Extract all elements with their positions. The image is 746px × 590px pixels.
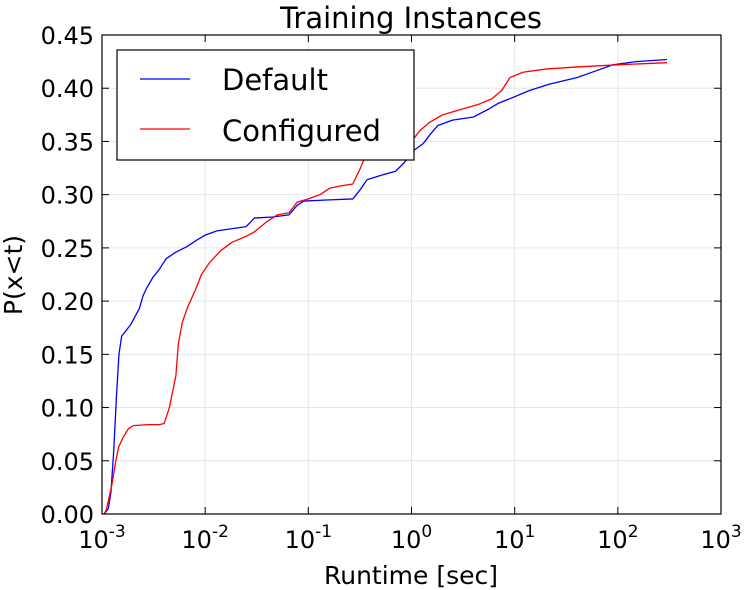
series-line-configured (103, 62, 668, 515)
y-tick-label: 0.40 (41, 75, 94, 103)
y-tick-label: 0.35 (41, 128, 94, 156)
y-tick-labels: 0.00 0.05 0.10 0.15 0.20 0.25 0.30 0.35 0.40 0.45 (41, 22, 94, 529)
x-tick-label: 103 (700, 522, 741, 554)
x-axis-label: Runtime [sec] (324, 561, 498, 590)
x-tick-label: 10-3 (78, 522, 126, 554)
y-tick-label: 0.20 (41, 288, 94, 316)
legend-label-default: Default (222, 63, 328, 97)
x-tick-labels: 10-3 10-2 10-1 100 101 102 103 (78, 522, 741, 554)
y-tick-label: 0.15 (41, 341, 94, 369)
series-line-default (103, 58, 668, 515)
y-tick-label: 0.10 (41, 395, 94, 423)
x-tick-label: 100 (391, 522, 432, 554)
chart-title: Training Instances (279, 1, 542, 35)
y-tick-label: 0.05 (41, 448, 94, 476)
y-tick-label: 0.45 (41, 22, 94, 50)
x-tick-label: 101 (494, 522, 535, 554)
y-tick-label: 0.25 (41, 235, 94, 263)
x-tick-label: 10-1 (285, 522, 333, 554)
series-lines (103, 58, 668, 515)
y-tick-label: 0.30 (41, 182, 94, 210)
y-tick-label: 0.00 (41, 501, 94, 529)
x-tick-label: 102 (597, 522, 638, 554)
axis-ticks (101, 34, 722, 515)
x-tick-label: 10-2 (181, 522, 229, 554)
legend: Default Configured (116, 49, 415, 161)
y-axis-label: P(x<t) (0, 235, 28, 315)
legend-label-configured: Configured (222, 114, 381, 148)
legend-box (116, 49, 415, 161)
